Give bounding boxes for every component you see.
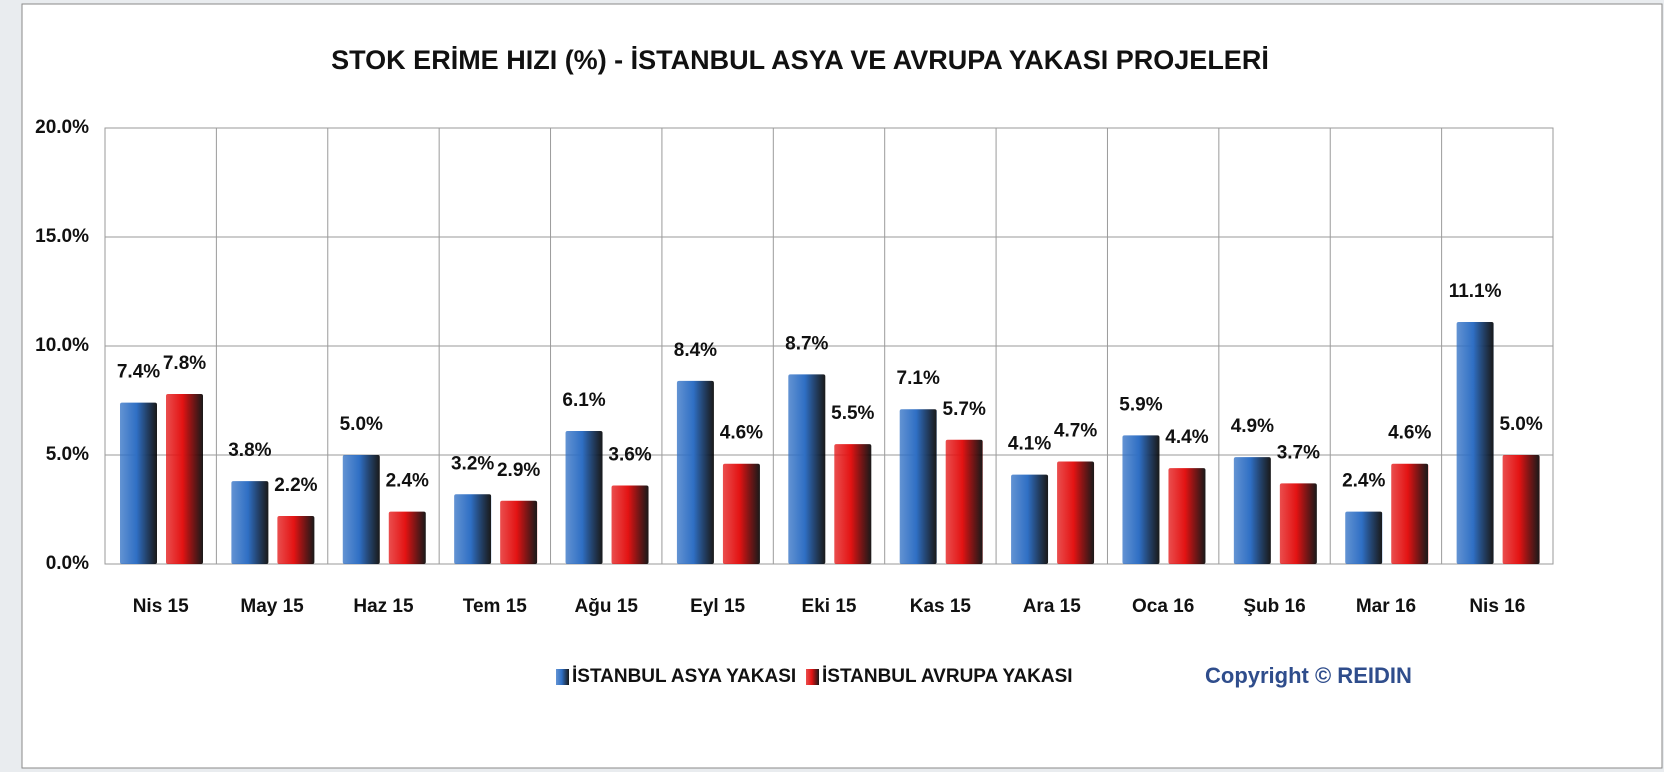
bar xyxy=(231,481,269,564)
x-tick-label: Haz 15 xyxy=(353,596,414,617)
value-label: 5.5% xyxy=(831,403,874,424)
bar xyxy=(1391,463,1429,564)
bar xyxy=(1456,322,1494,564)
x-tick-label: Şub 16 xyxy=(1243,596,1305,617)
bar xyxy=(454,494,492,564)
chart-frame xyxy=(21,3,1663,769)
value-label: 5.0% xyxy=(340,414,383,435)
legend-label: İSTANBUL ASYA YAKASI xyxy=(572,666,796,687)
value-label: 2.4% xyxy=(386,471,429,492)
value-label: 11.1% xyxy=(1449,281,1502,302)
value-label: 4.1% xyxy=(1008,434,1051,455)
value-label: 4.6% xyxy=(1388,423,1431,444)
legend-label: İSTANBUL AVRUPA YAKASI xyxy=(822,666,1073,687)
bar xyxy=(1345,511,1383,564)
copyright: Copyright © REIDIN xyxy=(1205,663,1412,688)
y-tick-label: 20.0% xyxy=(35,117,89,138)
bar xyxy=(1057,461,1095,564)
x-tick-label: Kas 15 xyxy=(910,596,972,617)
y-tick-label: 0.0% xyxy=(46,553,89,574)
bar xyxy=(611,485,649,564)
bar xyxy=(1011,474,1049,564)
x-tick-label: Eki 15 xyxy=(802,596,857,617)
y-tick-label: 15.0% xyxy=(35,226,89,247)
bar xyxy=(834,444,872,564)
bar xyxy=(899,409,937,564)
value-label: 3.7% xyxy=(1277,442,1320,463)
value-label: 8.4% xyxy=(674,340,717,361)
value-label: 7.1% xyxy=(897,368,940,389)
bar xyxy=(388,511,426,564)
x-tick-label: Oca 16 xyxy=(1132,596,1194,617)
y-tick-label: 10.0% xyxy=(35,335,89,356)
value-label: 3.8% xyxy=(228,440,271,461)
bar xyxy=(166,393,203,564)
value-label: 5.0% xyxy=(1499,414,1542,435)
value-label: 2.4% xyxy=(1342,471,1385,492)
bar xyxy=(1502,455,1540,564)
legend-marker xyxy=(806,669,819,685)
x-tick-label: May 15 xyxy=(240,596,304,617)
value-label: 4.7% xyxy=(1054,421,1097,442)
bar xyxy=(1279,483,1317,564)
value-label: 2.2% xyxy=(274,475,317,496)
x-tick-label: Nis 16 xyxy=(1469,596,1525,617)
x-tick-label: Ara 15 xyxy=(1023,596,1082,617)
value-label: 5.9% xyxy=(1119,394,1162,415)
x-tick-label: Tem 15 xyxy=(463,596,528,617)
value-label: 3.6% xyxy=(608,445,651,466)
bar xyxy=(342,455,380,564)
value-label: 8.7% xyxy=(785,333,828,354)
bar xyxy=(1233,457,1271,564)
legend-marker xyxy=(556,669,569,685)
value-label: 3.2% xyxy=(451,453,494,474)
bar xyxy=(1168,468,1206,564)
value-label: 4.4% xyxy=(1165,427,1208,448)
bar xyxy=(565,431,603,564)
value-label: 4.9% xyxy=(1231,416,1274,437)
y-tick-label: 5.0% xyxy=(46,444,89,465)
x-tick-label: Eyl 15 xyxy=(690,596,745,617)
bar xyxy=(676,380,714,564)
bar xyxy=(277,516,315,564)
value-label: 2.9% xyxy=(497,460,540,481)
bar xyxy=(788,374,826,564)
x-tick-label: Nis 15 xyxy=(133,596,189,617)
x-tick-label: Ağu 15 xyxy=(575,596,639,617)
bar xyxy=(1122,435,1160,564)
value-label: 7.4% xyxy=(117,362,160,383)
x-tick-label: Mar 16 xyxy=(1356,596,1416,617)
bar xyxy=(500,500,538,564)
bar xyxy=(120,402,157,564)
bar xyxy=(722,463,760,564)
value-label: 7.8% xyxy=(163,353,206,374)
value-label: 4.6% xyxy=(720,423,763,444)
bar xyxy=(945,439,983,564)
value-label: 6.1% xyxy=(562,390,605,411)
chart-title: STOK ERİME HIZI (%) - İSTANBUL ASYA VE A… xyxy=(331,45,1269,75)
value-label: 5.7% xyxy=(943,399,986,420)
